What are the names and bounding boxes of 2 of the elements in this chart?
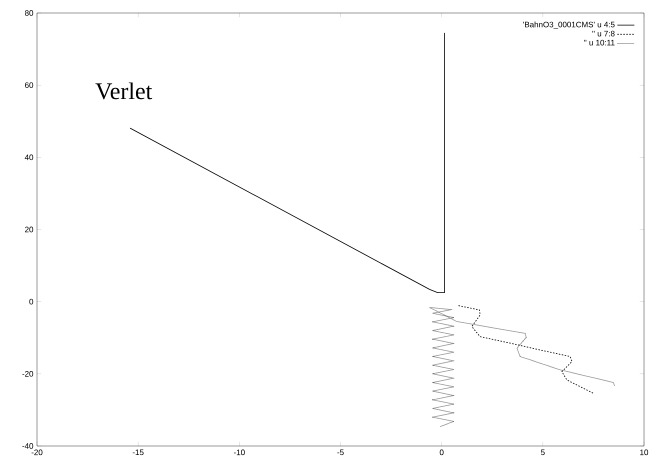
annotation: Verlet (95, 82, 152, 100)
line-series (429, 307, 615, 427)
